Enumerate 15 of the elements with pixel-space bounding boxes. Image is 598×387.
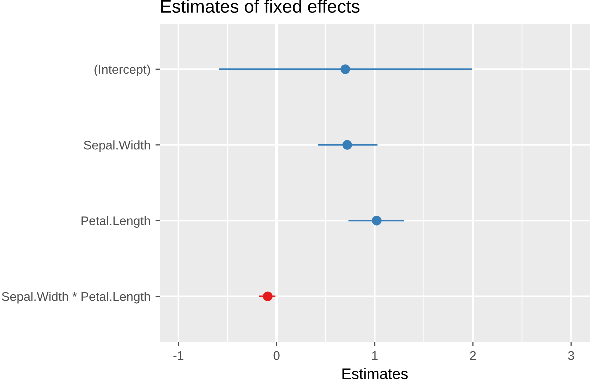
- x-axis-title: Estimates: [342, 368, 408, 380]
- x-tick-label: 1: [372, 351, 378, 360]
- point: [342, 140, 352, 150]
- point: [263, 292, 273, 302]
- y-tick-label: Sepal.Width: [84, 140, 150, 152]
- x-tick-label: 2: [470, 351, 476, 360]
- x-tick-label: 0: [274, 351, 280, 360]
- x-tick-label: 3: [568, 351, 574, 360]
- y-tick-label: Sepal.Width * Petal.Length: [2, 292, 150, 304]
- chart-title: Estimates of fixed effects: [161, 0, 360, 14]
- x-tick-label: -1: [174, 351, 184, 360]
- point: [340, 64, 350, 74]
- point: [372, 216, 382, 226]
- y-tick-label: (Intercept): [94, 64, 150, 77]
- y-tick-label: Petal.Length: [82, 216, 150, 228]
